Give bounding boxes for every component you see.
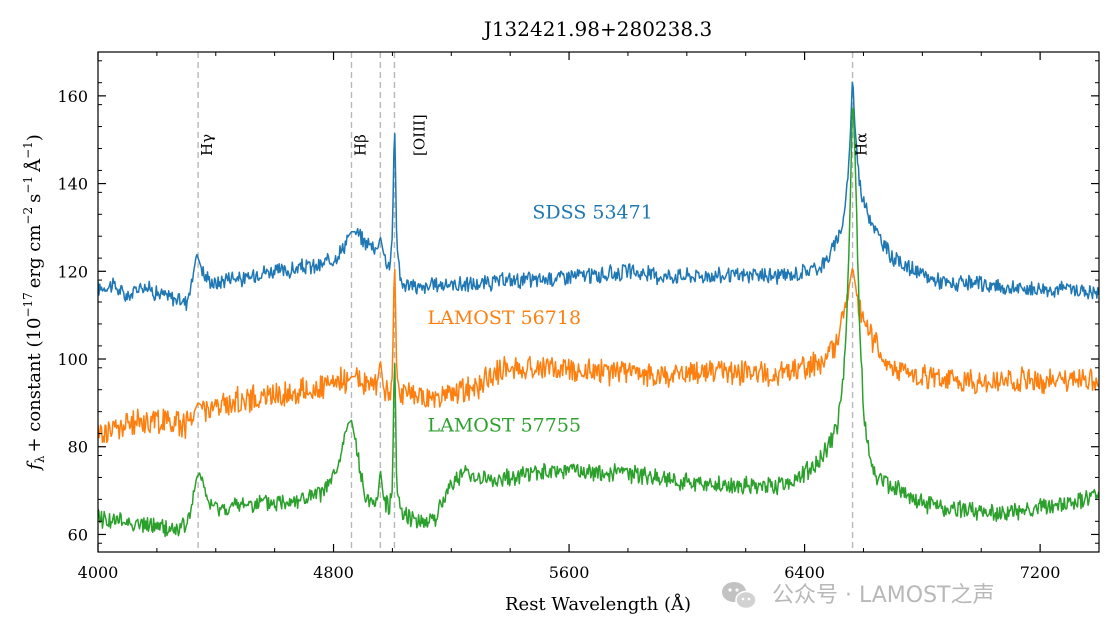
y-tick-label: 60 [68, 525, 88, 544]
y-label-erg-cm: erg cm [24, 225, 45, 289]
watermark-text: 公众号 · LAMOST之声 [772, 583, 995, 608]
series-line-sdss-53471 [98, 81, 1099, 311]
line-label-hbeta: Hβ [351, 134, 369, 156]
series-label: LAMOST 56718 [428, 307, 582, 329]
x-axis-label: Rest Wavelength (Å) [505, 593, 691, 615]
chart-title: J132421.98+280238.3 [482, 17, 712, 41]
wechat-icon [722, 582, 757, 610]
y-label-exp3: −1 [21, 176, 35, 194]
y-tick-label: 140 [57, 175, 88, 194]
line-label-halpha: Hα [853, 133, 871, 156]
svg-text:fλ+ constant (10−17erg cm−2s−1: fλ+ constant (10−17erg cm−2s−1Å−1) [21, 134, 47, 472]
line-label-hgamma: Hγ [198, 134, 216, 156]
y-label-exp1: −17 [21, 292, 35, 317]
series-line-lamost-56718 [98, 267, 1099, 444]
y-tick-label: 100 [57, 350, 88, 369]
y-label-close: ) [24, 134, 45, 141]
axis-ticks: 4000 4800 5600 6400 7200 60 80 100 120 140 160 [57, 52, 1100, 582]
emission-line-labels: Hγ Hβ [OIII] Hα [198, 114, 870, 156]
series-labels: SDSS 53471 LAMOST 56718 LAMOST 57755 [428, 202, 653, 437]
series-label: LAMOST 57755 [428, 414, 582, 436]
series-line-lamost-57755 [98, 107, 1099, 538]
x-tick-label: 4800 [313, 563, 354, 582]
y-label-exp2: −2 [21, 207, 35, 225]
series-label: SDSS 53471 [532, 202, 652, 224]
x-tick-label: 5600 [549, 563, 590, 582]
y-label-angstrom: Å [23, 158, 45, 173]
y-tick-label: 80 [68, 438, 88, 457]
y-label-constant: + constant (10 [24, 318, 45, 453]
y-label-exp4: −1 [21, 141, 35, 159]
series-layer [98, 81, 1099, 538]
y-tick-label: 120 [57, 262, 88, 281]
y-label-s: s [24, 194, 45, 203]
x-tick-label: 4000 [78, 563, 119, 582]
x-tick-label: 7200 [1020, 563, 1061, 582]
watermark: 公众号 · LAMOST之声 [722, 582, 995, 610]
y-axis-label: fλ+ constant (10−17erg cm−2s−1Å−1) [21, 134, 47, 472]
x-tick-label: 6400 [784, 563, 825, 582]
line-label-oiii: [OIII] [410, 114, 428, 156]
y-tick-label: 160 [57, 87, 88, 106]
y-label-lambda: λ [33, 455, 47, 463]
